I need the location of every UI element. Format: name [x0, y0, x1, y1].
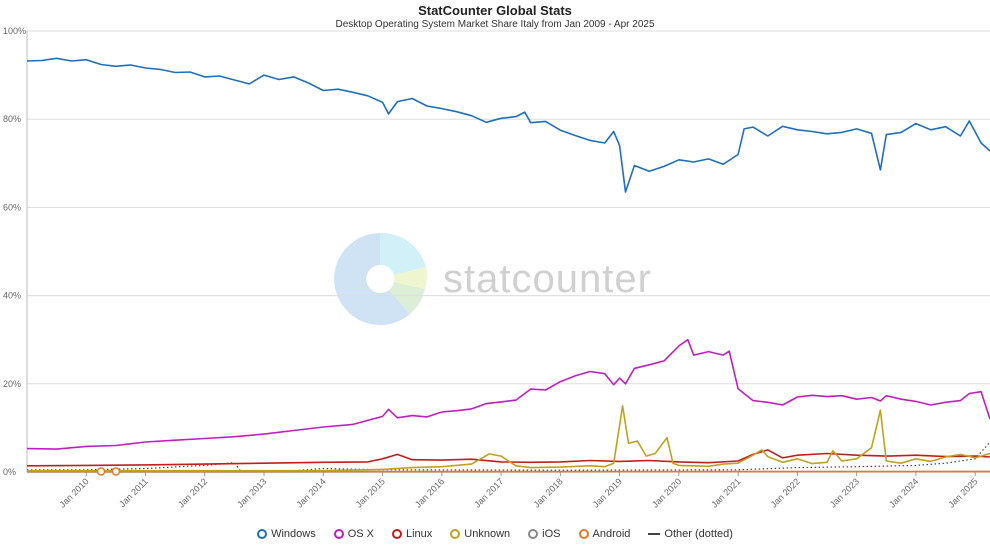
- watermark-logo-slice-green: [389, 282, 425, 314]
- y-tick-label: 40%: [3, 291, 21, 301]
- series-line-unknown[interactable]: [27, 405, 990, 472]
- legend-item-ios[interactable]: iOS: [528, 528, 561, 540]
- legend-marker-osx: [333, 529, 344, 539]
- x-tick-label: Jan 2017: [472, 476, 505, 509]
- legend-label-android: Android: [592, 528, 631, 540]
- x-tick-label: Jan 2019: [591, 476, 624, 509]
- statcounter-watermark: statcounter: [334, 232, 652, 325]
- legend-item-linux[interactable]: Linux: [392, 528, 432, 540]
- x-tick-label: Jan 2014: [294, 476, 327, 509]
- x-tick-label: Jan 2018: [532, 476, 565, 509]
- watermark-logo-slice-blue: [334, 233, 410, 325]
- android-point[interactable]: [96, 467, 106, 476]
- y-axis-ticks: 0% 20% 40% 60% 80% 100%: [3, 26, 26, 477]
- legend-label-osx: OS X: [347, 528, 374, 540]
- watermark-logo-slice-cyan: [380, 232, 426, 275]
- legend-item-unknown[interactable]: Unknown: [450, 528, 510, 540]
- legend-marker-unknown: [450, 529, 461, 539]
- x-tick-label: Jan 2025: [946, 476, 979, 509]
- series-line-other-dotted[interactable]: [27, 441, 990, 472]
- y-tick-label: 80%: [3, 114, 21, 124]
- legend-marker-ios: [528, 529, 539, 539]
- legend: Windows OS X Linux Unknown iOS Android O…: [0, 528, 990, 540]
- legend-label-linux: Linux: [406, 528, 433, 540]
- x-tick-label: Jan 2013: [235, 476, 268, 509]
- x-axis-ticks: Jan 2010 Jan 2011 Jan 2012 Jan 2013 Jan 2014…: [57, 472, 980, 510]
- android-point[interactable]: [111, 467, 121, 476]
- watermark-text: statcounter: [443, 257, 652, 301]
- legend-label-unknown: Unknown: [464, 528, 511, 540]
- x-tick-label: Jan 2023: [828, 476, 861, 509]
- x-tick-label: Jan 2020: [650, 476, 683, 509]
- legend-line-other: [648, 533, 661, 535]
- y-tick-label: 0%: [3, 467, 16, 477]
- x-tick-label: Jan 2021: [709, 476, 742, 509]
- legend-marker-windows: [257, 529, 268, 539]
- legend-item-other[interactable]: Other (dotted): [648, 528, 733, 540]
- x-tick-label: Jan 2024: [887, 476, 920, 509]
- x-tick-label: Jan 2016: [413, 476, 446, 509]
- x-tick-label: Jan 2010: [57, 476, 90, 509]
- x-tick-label: Jan 2011: [117, 476, 150, 509]
- y-tick-label: 100%: [3, 26, 26, 36]
- legend-item-android[interactable]: Android: [578, 528, 631, 540]
- legend-marker-linux: [392, 529, 402, 539]
- legend-label-other: Other (dotted): [664, 528, 733, 540]
- line-chart: statcounter 0%20%40%60%80%100% Jan 2010 J…: [3, 26, 990, 510]
- legend-item-osx[interactable]: OS X: [333, 528, 374, 540]
- legend-label-windows: Windows: [271, 528, 316, 540]
- x-tick-label: Jan 2022: [769, 476, 802, 509]
- chart-title: StatCounter Global Stats: [418, 3, 572, 18]
- x-tick-label: Jan 2015: [354, 476, 387, 509]
- series-line-linux[interactable]: [26, 449, 990, 467]
- legend-marker-android: [578, 529, 589, 539]
- y-tick-label: 20%: [3, 379, 21, 389]
- legend-label-ios: iOS: [542, 528, 561, 540]
- chart-subtitle: Desktop Operating System Market Share It…: [335, 19, 655, 30]
- gridlines: [26, 30, 990, 473]
- watermark-logo-slice-yellow: [394, 267, 427, 289]
- x-tick-label: Jan 2012: [176, 476, 209, 509]
- legend-item-windows[interactable]: Windows: [257, 528, 316, 540]
- series-lines: [26, 57, 990, 476]
- y-tick-label: 60%: [3, 202, 21, 212]
- series-line-os-x[interactable]: [26, 338, 990, 450]
- series-line-windows[interactable]: [26, 57, 990, 193]
